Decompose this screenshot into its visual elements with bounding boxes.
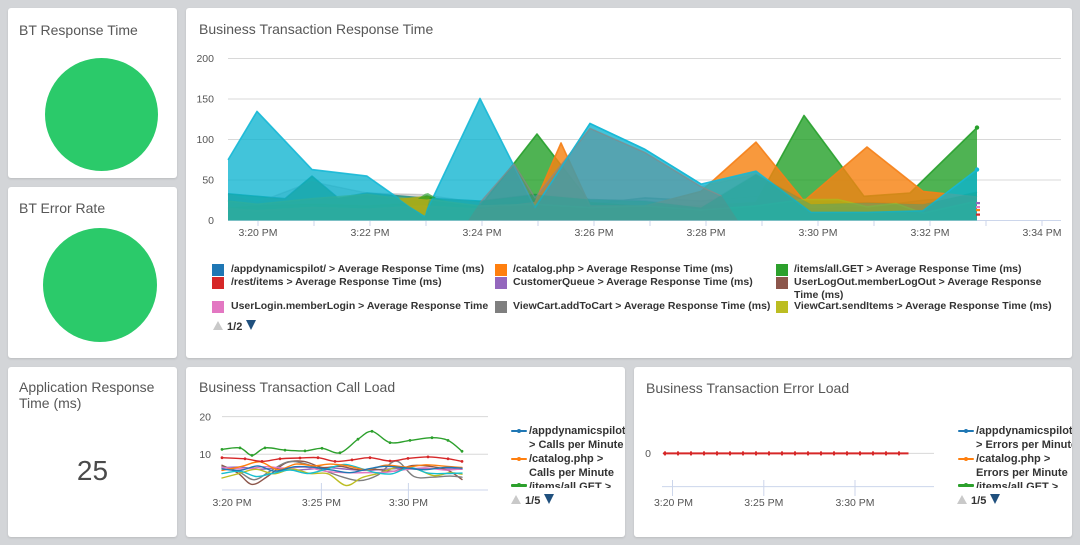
svg-text:3:30 PM: 3:30 PM — [798, 227, 837, 239]
svg-text:0: 0 — [645, 448, 651, 460]
svg-text:3:32 PM: 3:32 PM — [910, 227, 949, 239]
svg-text:3:25 PM: 3:25 PM — [744, 497, 783, 509]
svg-text:3:24 PM: 3:24 PM — [462, 227, 501, 239]
svg-text:10: 10 — [199, 449, 211, 461]
svg-text:200: 200 — [196, 53, 214, 65]
svg-text:3:28 PM: 3:28 PM — [686, 227, 725, 239]
svg-text:3:26 PM: 3:26 PM — [574, 227, 613, 239]
svg-text:20: 20 — [199, 411, 211, 423]
svg-text:3:30 PM: 3:30 PM — [389, 497, 428, 509]
svg-text:3:20 PM: 3:20 PM — [238, 227, 277, 239]
svg-text:3:30 PM: 3:30 PM — [835, 497, 874, 509]
svg-text:3:20 PM: 3:20 PM — [212, 497, 251, 509]
svg-text:3:20 PM: 3:20 PM — [654, 497, 693, 509]
svg-text:0: 0 — [208, 215, 214, 227]
svg-text:50: 50 — [202, 175, 214, 187]
svg-text:3:22 PM: 3:22 PM — [350, 227, 389, 239]
svg-text:100: 100 — [196, 134, 214, 146]
svg-text:3:34 PM: 3:34 PM — [1022, 227, 1061, 239]
svg-text:3:25 PM: 3:25 PM — [302, 497, 341, 509]
svg-text:150: 150 — [196, 94, 214, 106]
